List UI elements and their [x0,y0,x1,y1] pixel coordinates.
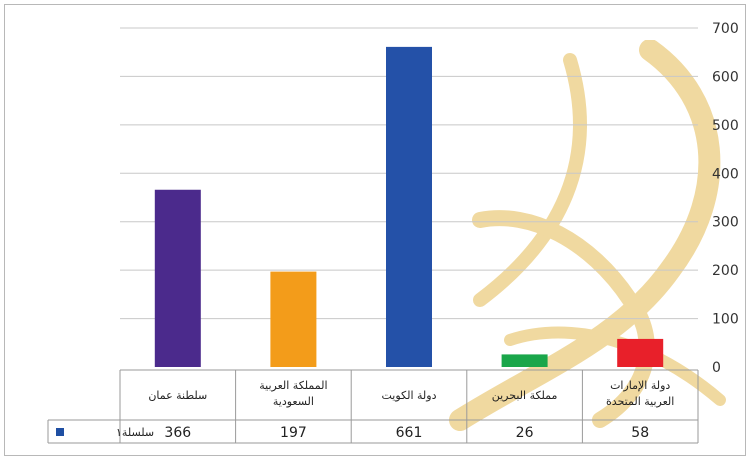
watermark-stroke [473,53,587,307]
y-tick-label: 400 [712,166,739,182]
y-tick-label: 200 [712,263,739,279]
data-label: 366 [164,425,191,441]
x-tick-label: العربية المتحدة [606,395,674,408]
y-tick-label: 300 [712,215,739,231]
x-tick-label: دولة الكويت [382,389,437,402]
data-label: 26 [516,425,534,441]
data-label: 661 [396,425,423,441]
y-tick-label: 600 [712,69,739,85]
legend-swatch [56,428,64,436]
data-label: 197 [280,425,307,441]
y-tick-label: 0 [712,360,721,376]
legend-label: سلسلة١ [116,426,154,439]
x-tick-label: المملكة العربية [259,379,327,392]
y-tick-label: 700 [712,21,739,37]
x-tick-label: السعودية [273,395,314,408]
bar [386,46,432,367]
chart-frame [4,4,746,456]
y-tick-label: 100 [712,312,739,328]
watermark-stroke [504,326,726,406]
bar [501,354,548,367]
bar [270,271,317,367]
y-tick-label: 500 [712,118,739,134]
x-tick-label: دولة الإمارات [610,379,670,392]
bar [617,338,664,367]
data-label: 58 [631,425,649,441]
x-tick-label: سلطنة عمان [148,389,207,402]
x-tick-label: مملكة البحرين [492,389,558,402]
bar [154,189,201,367]
